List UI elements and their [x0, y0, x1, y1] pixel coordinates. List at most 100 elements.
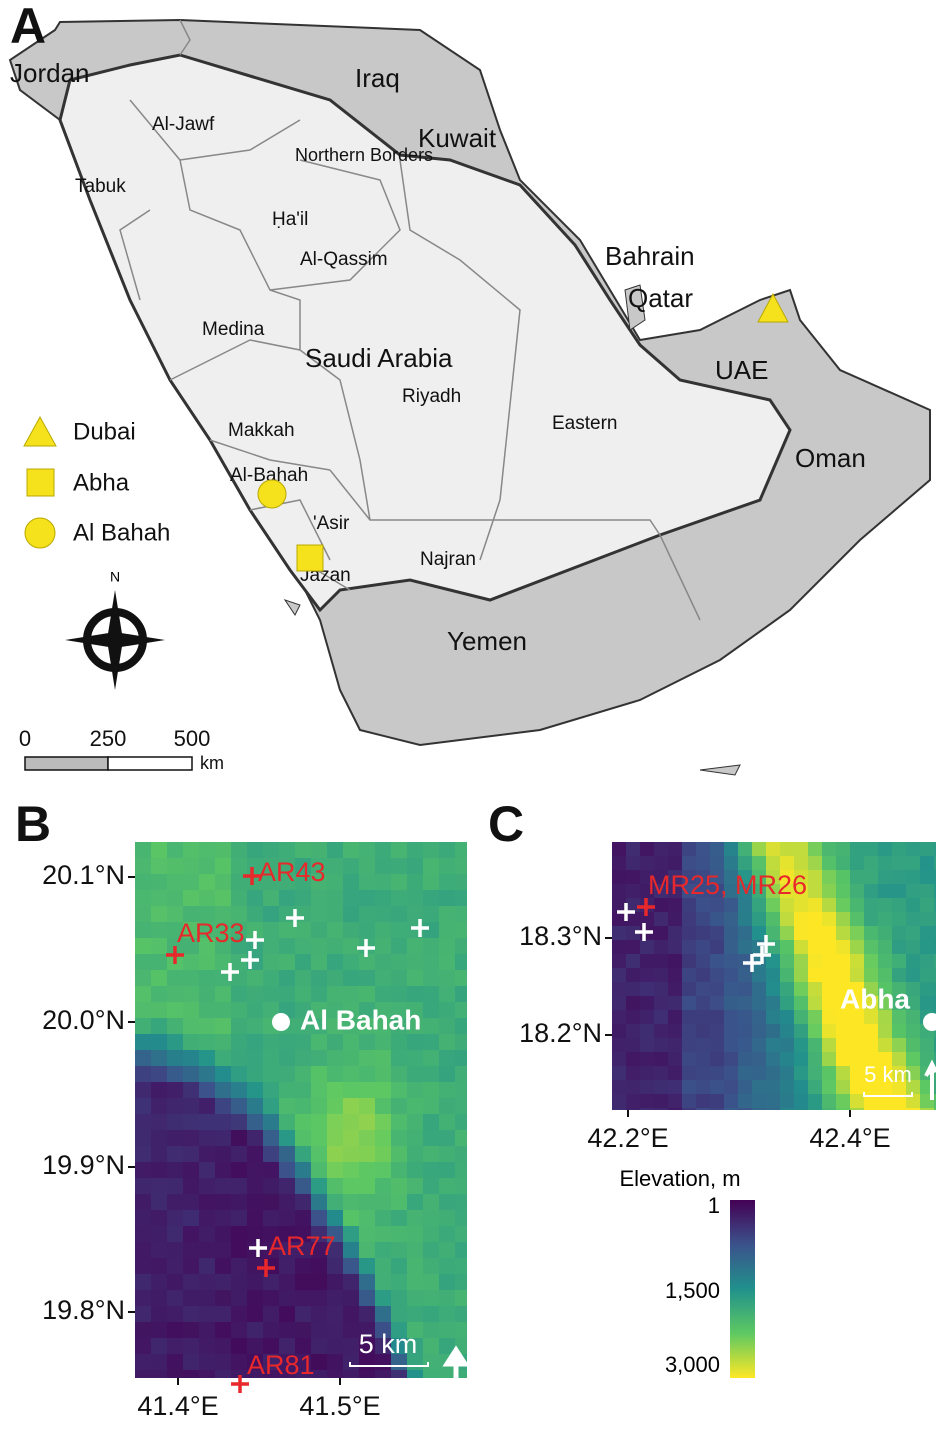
elevation-cell — [808, 856, 823, 871]
elevation-cell — [780, 1010, 795, 1025]
elevation-cell — [738, 926, 753, 941]
elevation-cell — [183, 1018, 200, 1035]
elevation-cell — [215, 1210, 232, 1227]
elevation-cell — [311, 1194, 328, 1211]
elevation-cell — [654, 1052, 669, 1067]
elevation-cell — [892, 842, 907, 857]
elevation-cell — [752, 898, 767, 913]
elevation-cell — [654, 926, 669, 941]
elevation-cell — [822, 1108, 837, 1123]
elevation-cell — [640, 1094, 655, 1109]
elevation-cell — [247, 1242, 264, 1259]
elevation-cell — [439, 986, 456, 1003]
elevation-cell — [151, 938, 168, 955]
elevation-cell — [878, 912, 893, 927]
elevation-cell — [135, 1002, 152, 1019]
elevation-cell — [423, 1098, 440, 1115]
elevation-cell — [710, 940, 725, 955]
elevation-cell — [359, 1114, 376, 1131]
elevation-cell — [612, 884, 627, 899]
elevation-cell — [682, 1094, 697, 1109]
elevation-cell — [850, 912, 865, 927]
elevation-cell — [752, 1080, 767, 1095]
elevation-cell — [626, 884, 641, 899]
elevation-cell — [612, 940, 627, 955]
elevation-cell — [391, 1242, 408, 1259]
colorbar-tick-label: 1 — [708, 1193, 720, 1218]
elevation-cell — [343, 874, 360, 891]
elevation-cell — [794, 856, 809, 871]
elevation-cell — [920, 968, 935, 983]
elevation-cell — [668, 940, 683, 955]
elevation-cell — [640, 842, 655, 857]
elevation-cell — [455, 1002, 472, 1019]
elevation-cell — [359, 1146, 376, 1163]
elevation-cell — [407, 1178, 424, 1195]
elevation-cell — [822, 954, 837, 969]
elevation-cell — [696, 1052, 711, 1067]
site-label: AR77 — [268, 1231, 336, 1261]
elevation-cell — [920, 940, 935, 955]
elevation-cell — [808, 982, 823, 997]
elevation-cell — [850, 1024, 865, 1039]
elevation-cell — [794, 1024, 809, 1039]
elevation-cell — [439, 1242, 456, 1259]
elevation-cell — [626, 982, 641, 997]
panel-label: B — [15, 796, 51, 852]
elevation-cell — [808, 968, 823, 983]
elevation-cell — [654, 954, 669, 969]
elevation-cell — [375, 858, 392, 875]
elevation-cell — [199, 1130, 216, 1147]
elevation-cell — [710, 898, 725, 913]
elevation-cell — [263, 1210, 280, 1227]
elevation-cell — [135, 1306, 152, 1323]
elevation-cell — [247, 890, 264, 907]
elevation-cell — [423, 1194, 440, 1211]
elevation-cell — [836, 898, 851, 913]
elevation-cell — [808, 940, 823, 955]
legend-label: Abha — [73, 469, 130, 496]
elevation-cell — [263, 938, 280, 955]
elevation-cell — [167, 1162, 184, 1179]
elevation-cell — [247, 1290, 264, 1307]
elevation-cell — [183, 1130, 200, 1147]
elevation-cell — [311, 922, 328, 939]
elevation-cell — [247, 1034, 264, 1051]
elevation-cell — [167, 890, 184, 907]
elevation-cell — [135, 1194, 152, 1211]
elevation-cell — [135, 1050, 152, 1067]
elevation-cell — [167, 1082, 184, 1099]
elevation-cell — [231, 1194, 248, 1211]
elevation-cell — [231, 1018, 248, 1035]
elevation-cell — [439, 922, 456, 939]
elevation-cell — [391, 1066, 408, 1083]
elevation-cell — [808, 870, 823, 885]
elevation-cell — [311, 1322, 328, 1339]
elevation-cell — [878, 1038, 893, 1053]
elevation-cell — [375, 906, 392, 923]
elevation-cell — [724, 1052, 739, 1067]
elevation-cell — [407, 1194, 424, 1211]
elevation-cell — [247, 842, 264, 859]
elevation-cell — [780, 898, 795, 913]
elevation-cell — [766, 1066, 781, 1081]
elevation-cell — [752, 996, 767, 1011]
elevation-cell — [247, 1306, 264, 1323]
elevation-cell — [247, 1178, 264, 1195]
elevation-cell — [682, 1080, 697, 1095]
elevation-cell — [682, 1066, 697, 1081]
elevation-cell — [327, 1098, 344, 1115]
elevation-cell — [640, 1010, 655, 1025]
elevation-cell — [311, 1146, 328, 1163]
elevation-cell — [668, 926, 683, 941]
elevation-cell — [668, 1080, 683, 1095]
elevation-cell — [696, 1010, 711, 1025]
elevation-cell — [423, 1130, 440, 1147]
elevation-cell — [183, 1274, 200, 1291]
elevation-cell — [455, 1130, 472, 1147]
elevation-cell — [612, 856, 627, 871]
site-label: AR43 — [258, 857, 326, 887]
elevation-cell — [343, 1114, 360, 1131]
elevation-cell — [263, 922, 280, 939]
elevation-cell — [343, 1322, 360, 1339]
